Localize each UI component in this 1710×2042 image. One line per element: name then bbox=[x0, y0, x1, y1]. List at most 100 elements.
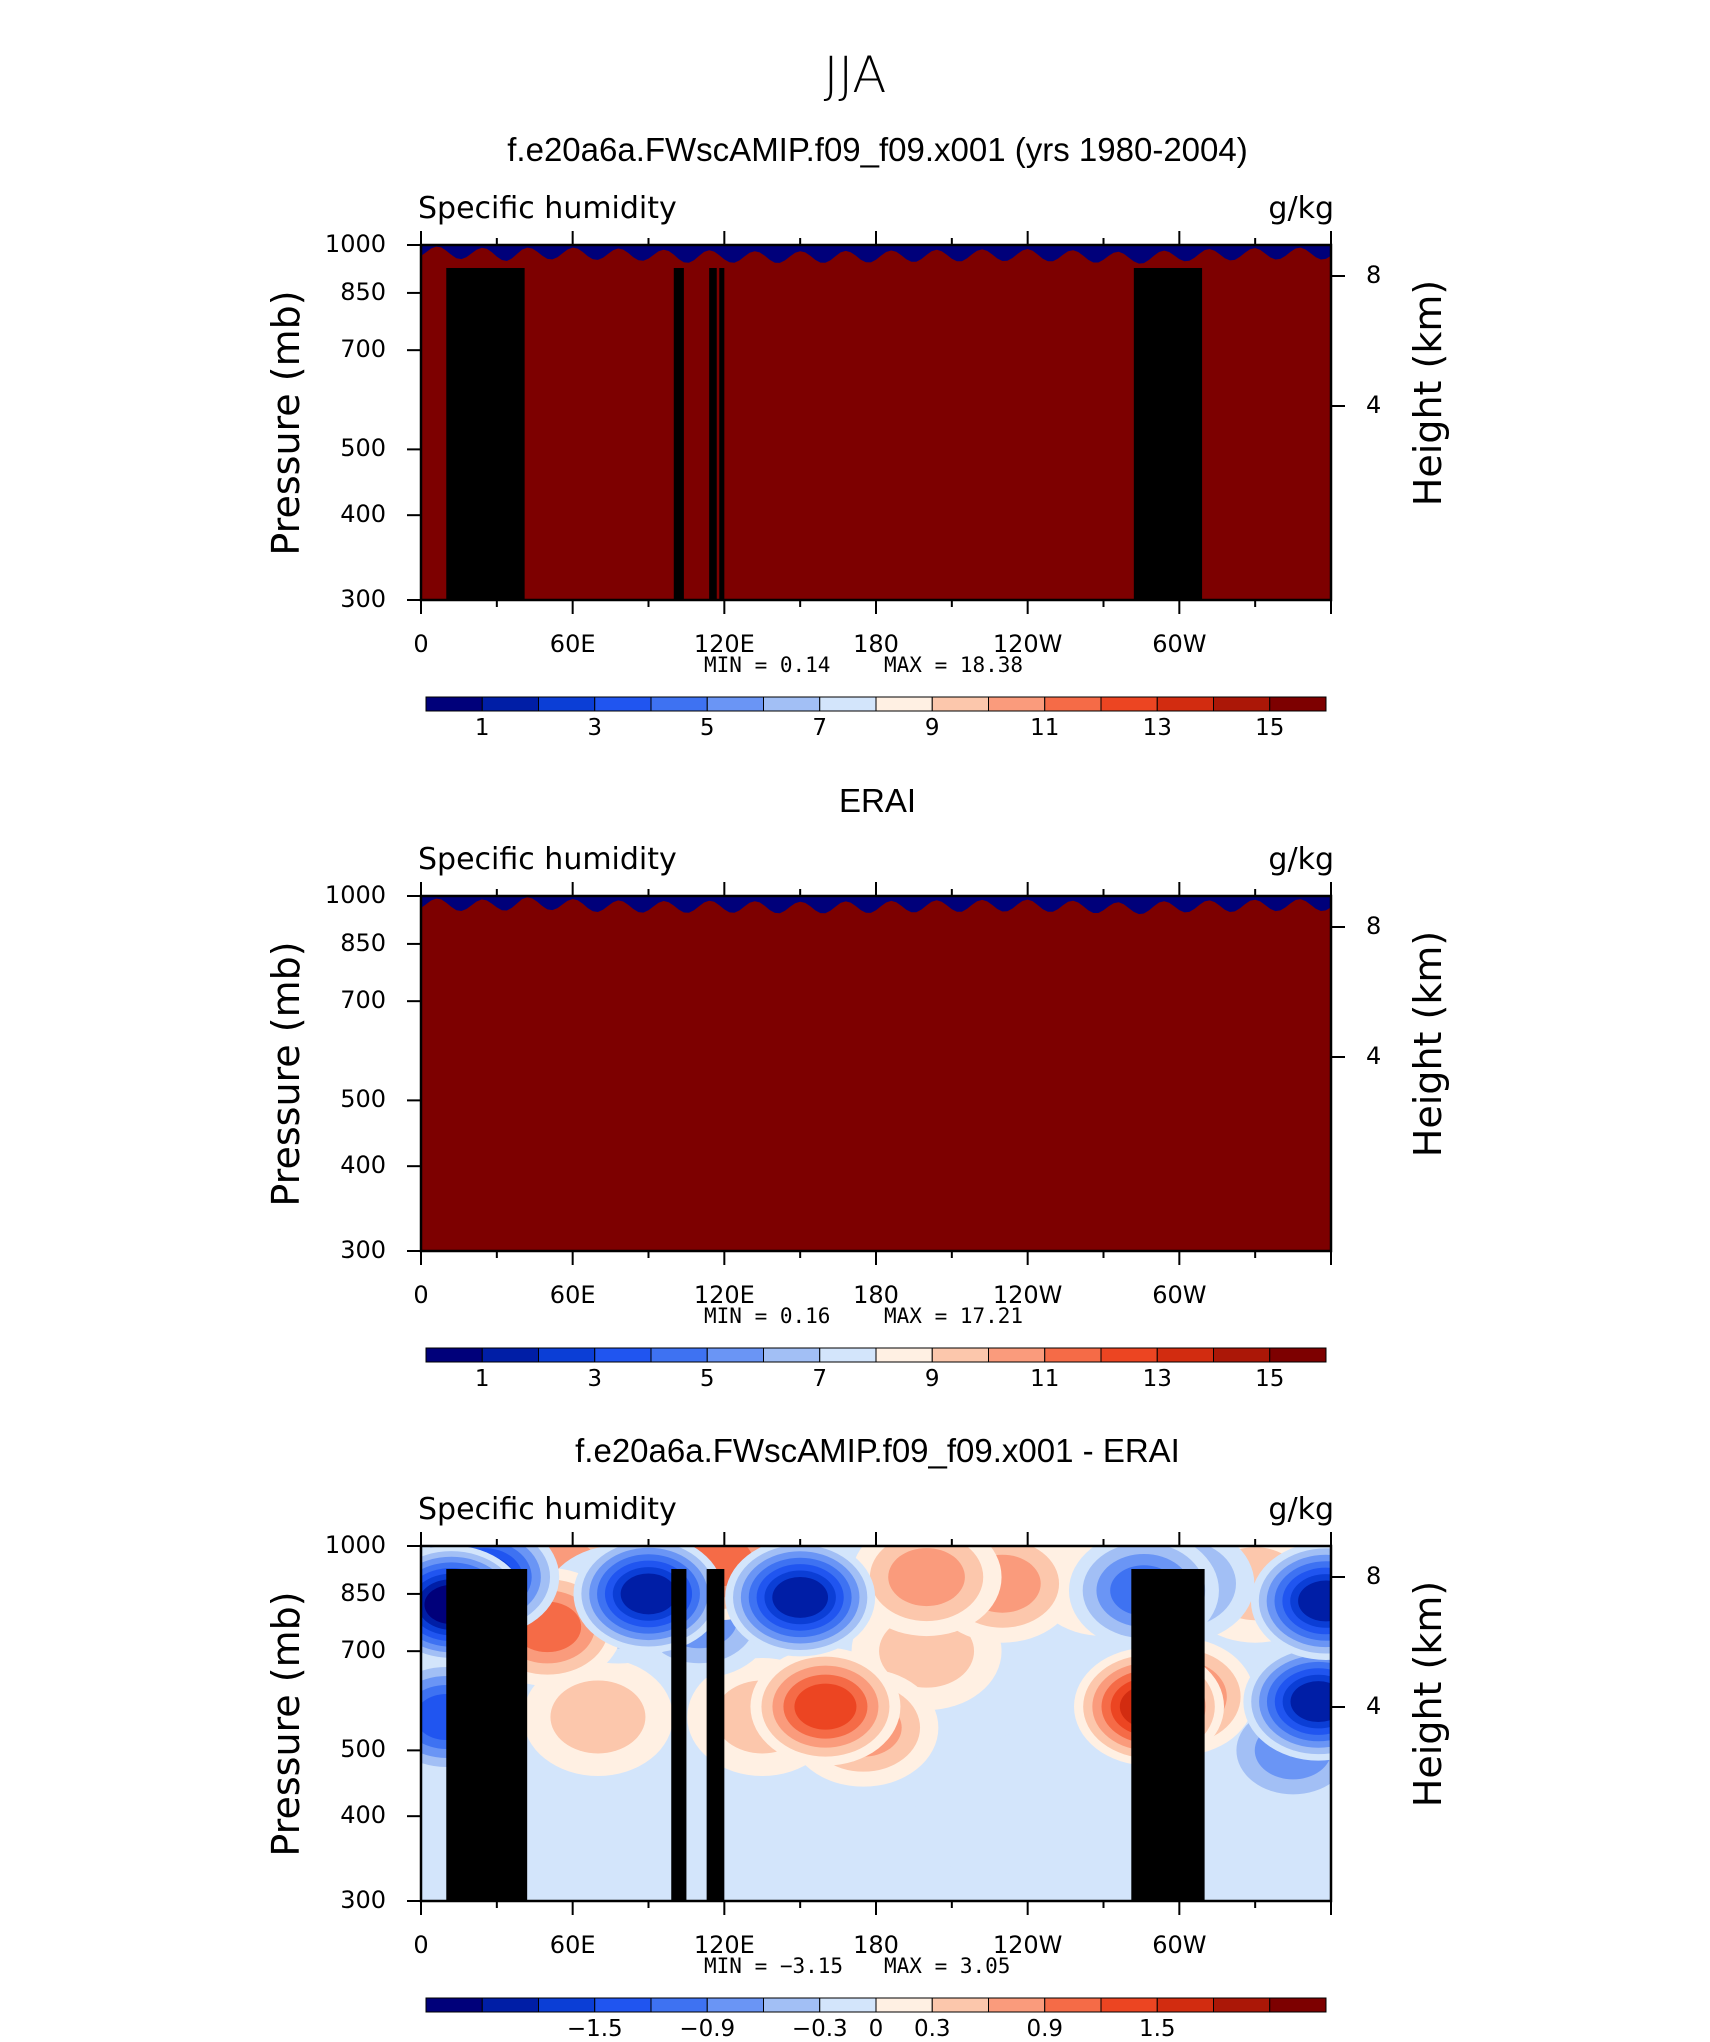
colorbar-label: 1 bbox=[474, 715, 490, 741]
colorbar-label: 1.5 bbox=[1138, 2016, 1176, 2042]
y-tick-label: 850 bbox=[340, 1578, 386, 1607]
anomaly-contour bbox=[620, 1573, 677, 1615]
colorbar-box bbox=[425, 1997, 483, 2013]
x-tick-label: 120E bbox=[693, 630, 755, 658]
colorbar-label: 5 bbox=[699, 715, 715, 741]
y-tick-label: 850 bbox=[340, 277, 386, 306]
colorbar-box bbox=[1269, 1347, 1327, 1363]
y-right-tick-label: 8 bbox=[1366, 912, 1382, 940]
y-tick-label: 500 bbox=[340, 1085, 386, 1114]
min-value: MIN = 0.16 bbox=[704, 1304, 831, 1328]
colorbar-box bbox=[1156, 1997, 1214, 2013]
topography-mask bbox=[446, 1568, 528, 1901]
y-right-tick-label: 4 bbox=[1366, 1042, 1382, 1070]
left-string: Specific humidity bbox=[418, 1492, 677, 1527]
topography-mask bbox=[1133, 267, 1203, 600]
colorbar-label: 13 bbox=[1142, 715, 1172, 741]
topography-mask bbox=[671, 1568, 687, 1901]
colorbar-label: 15 bbox=[1255, 715, 1285, 741]
y-tick-label: 700 bbox=[340, 986, 386, 1015]
y-tick-label: 400 bbox=[340, 500, 386, 529]
anomaly-contour bbox=[772, 1576, 829, 1618]
x-tick-label: 120E bbox=[693, 1281, 755, 1309]
max-value: MAX = 3.05 bbox=[884, 1954, 1011, 1978]
colorbar-box bbox=[1100, 1997, 1158, 2013]
x-tick-label: 60W bbox=[1152, 630, 1207, 658]
y-right-tick-label: 8 bbox=[1366, 1562, 1382, 1590]
colorbar-label: 7 bbox=[812, 715, 828, 741]
y-tick-label: 300 bbox=[340, 1236, 386, 1264]
colorbar-box bbox=[706, 1997, 764, 2013]
y-right-tick-label: 8 bbox=[1366, 261, 1382, 289]
colorbar-box bbox=[1044, 1997, 1102, 2013]
min-value: MIN = −3.15 bbox=[704, 1954, 844, 1978]
colorbar-label: −0.9 bbox=[679, 2016, 736, 2042]
x-tick-label: 180 bbox=[853, 630, 899, 658]
contour-band bbox=[421, 897, 1331, 1251]
left-string: Specific humidity bbox=[418, 191, 677, 226]
anomaly-contour bbox=[1290, 1681, 1331, 1722]
panel-title: f.e20a6a.FWscAMIP.f09_f09.x001 (yrs 1980… bbox=[507, 131, 1248, 168]
colorbar-label: 0 bbox=[868, 2016, 884, 2042]
colorbar-label: 1 bbox=[474, 1366, 490, 1392]
x-tick-label: 120E bbox=[693, 1931, 755, 1959]
colorbar-box bbox=[1269, 696, 1327, 712]
colorbar-label: 9 bbox=[924, 715, 940, 741]
units-string: g/kg bbox=[1268, 842, 1334, 877]
colorbar-box bbox=[931, 1997, 989, 2013]
colorbar-box bbox=[650, 1997, 708, 2013]
colorbar-box bbox=[481, 1997, 539, 2013]
colorbar-label: 3 bbox=[587, 1366, 603, 1392]
y-tick-label: 400 bbox=[340, 1801, 386, 1830]
colorbar-box bbox=[875, 1997, 933, 2013]
colorbar-label: 5 bbox=[699, 1366, 715, 1392]
colorbar-label: 7 bbox=[812, 1366, 828, 1392]
colorbar-box bbox=[763, 1997, 821, 2013]
colorbar-label: 11 bbox=[1030, 715, 1060, 741]
x-tick-label: 0 bbox=[413, 630, 429, 658]
topography-mask bbox=[673, 267, 684, 600]
panel-title: f.e20a6a.FWscAMIP.f09_f09.x001 - ERAI bbox=[575, 1432, 1180, 1469]
y-tick-label: 500 bbox=[340, 1735, 386, 1764]
topography-mask bbox=[706, 1568, 725, 1901]
x-tick-label: 120W bbox=[992, 1931, 1063, 1959]
y-tick-label: 400 bbox=[340, 1151, 386, 1180]
topography-mask bbox=[491, 1587, 512, 1901]
x-tick-label: 60W bbox=[1152, 1281, 1207, 1309]
y-tick-label: 1000 bbox=[324, 1531, 386, 1559]
colorbar-box bbox=[1213, 1997, 1271, 2013]
anomaly-contour bbox=[914, 1757, 1065, 1876]
x-tick-label: 0 bbox=[413, 1281, 429, 1309]
x-tick-label: 120W bbox=[992, 1281, 1063, 1309]
colorbar-label: −1.5 bbox=[566, 2016, 623, 2042]
left-string: Specific humidity bbox=[418, 842, 677, 877]
x-tick-label: 0 bbox=[413, 1931, 429, 1959]
colorbar-label: 3 bbox=[587, 715, 603, 741]
y-right-tick-label: 4 bbox=[1366, 391, 1382, 419]
colorbar-label: 0.3 bbox=[913, 2016, 951, 2042]
y-tick-label: 300 bbox=[340, 585, 386, 613]
x-tick-label: 60E bbox=[549, 1931, 596, 1959]
anomaly-contour bbox=[794, 1683, 857, 1730]
x-tick-label: 180 bbox=[853, 1931, 899, 1959]
topography-mask bbox=[709, 267, 717, 600]
colorbar-box bbox=[819, 1997, 877, 2013]
colorbar-box bbox=[988, 1997, 1046, 2013]
y-tick-label: 700 bbox=[340, 335, 386, 364]
topography-mask bbox=[1131, 1568, 1205, 1901]
x-tick-label: 60W bbox=[1152, 1931, 1207, 1959]
contour-band bbox=[421, 246, 1331, 600]
y-tick-label: 700 bbox=[340, 1636, 386, 1665]
figure-title: JJA bbox=[823, 46, 887, 104]
colorbar-box bbox=[538, 1997, 596, 2013]
units-string: g/kg bbox=[1268, 191, 1334, 226]
x-tick-label: 120W bbox=[992, 630, 1063, 658]
colorbar-box bbox=[1269, 1997, 1327, 2013]
colorbar-label: 15 bbox=[1255, 1366, 1285, 1392]
y-tick-label: 500 bbox=[340, 434, 386, 463]
x-tick-label: 180 bbox=[853, 1281, 899, 1309]
y-tick-label: 1000 bbox=[324, 881, 386, 909]
